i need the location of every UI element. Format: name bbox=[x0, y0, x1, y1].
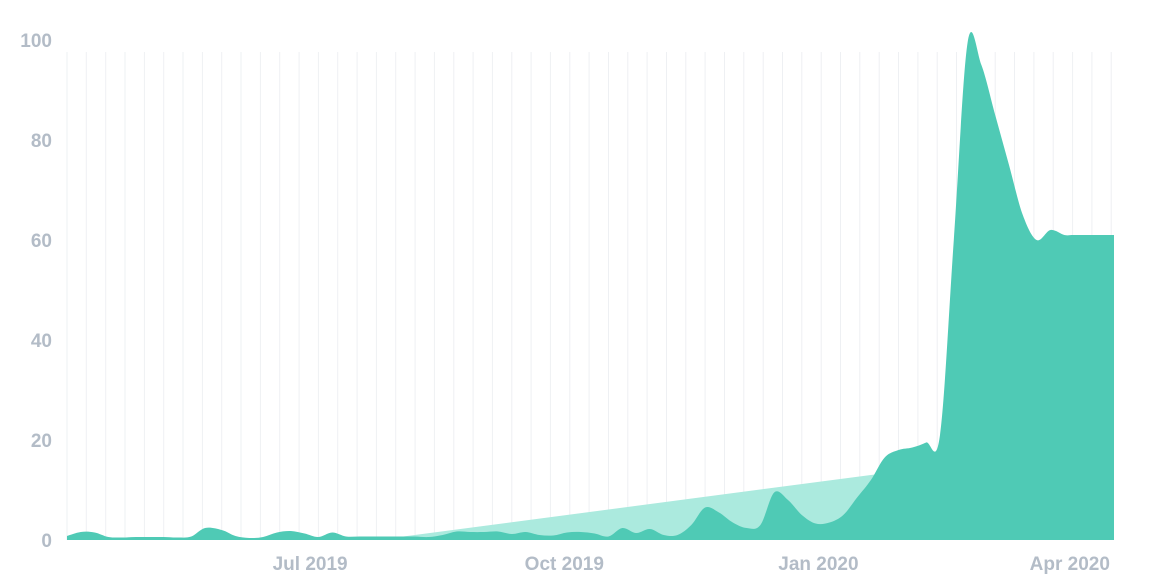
x-tick-label: Jan 2020 bbox=[778, 554, 858, 575]
x-tick-label: Jul 2019 bbox=[273, 554, 348, 575]
y-tick-label: 60 bbox=[31, 231, 52, 252]
area-series bbox=[67, 31, 1114, 540]
y-axis-tick-labels: 0 20 40 60 80 100 bbox=[20, 31, 52, 552]
y-tick-label: 40 bbox=[31, 331, 52, 352]
y-tick-label: 100 bbox=[20, 31, 52, 52]
y-tick-label: 0 bbox=[41, 531, 52, 552]
x-tick-label: Oct 2019 bbox=[525, 554, 604, 575]
x-axis-tick-labels: Jul 2019 Oct 2019 Jan 2020 Apr 2020 bbox=[273, 554, 1110, 575]
y-tick-label: 80 bbox=[31, 131, 52, 152]
interest-area bbox=[67, 31, 1114, 540]
y-tick-label: 20 bbox=[31, 431, 52, 452]
x-tick-label: Apr 2020 bbox=[1030, 554, 1110, 575]
